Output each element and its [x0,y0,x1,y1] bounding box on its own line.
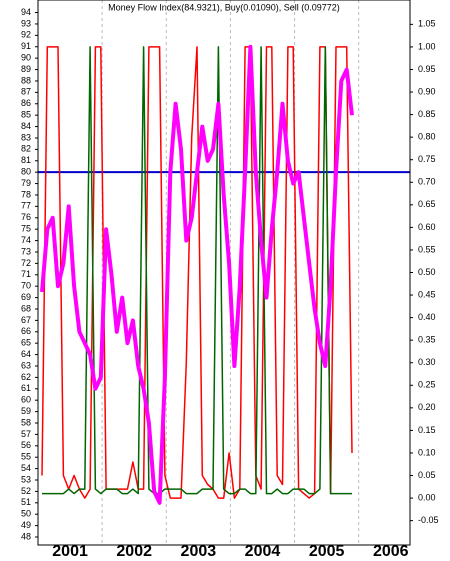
y-tick-label: 66 [21,326,31,336]
y-tick-label: 52 [21,486,31,496]
y-tick-label: 85 [21,110,31,120]
y-tick-label: 75 [21,224,31,234]
y2-tick-label: 0.70 [418,177,436,187]
y-tick-label: 53 [21,474,31,484]
y2-tick-label: 0.30 [418,357,436,367]
y-tick-label: 83 [21,132,31,142]
y-tick-label: 86 [21,98,31,108]
y-tick-label: 90 [21,53,31,63]
y-tick-label: 55 [21,452,31,462]
y-tick-label: 71 [21,269,31,279]
x-tick-label: 2005 [309,543,345,560]
y-tick-label: 51 [21,497,31,507]
y-tick-label: 59 [21,406,31,416]
y-tick-label: 64 [21,349,31,359]
y-tick-label: 76 [21,212,31,222]
y2-tick-label: 0.10 [418,447,436,457]
y2-tick-label: 0.35 [418,335,436,345]
y-tick-label: 77 [21,201,31,211]
y-tick-label: 93 [21,18,31,28]
y2-tick-label: 0.00 [418,492,436,502]
y2-tick-label: -0.05 [418,515,439,525]
y2-tick-label: 0.95 [418,64,436,74]
x-tick-label: 2002 [116,543,152,560]
y-tick-label: 82 [21,144,31,154]
y2-tick-label: 0.45 [418,289,436,299]
y-tick-label: 78 [21,189,31,199]
y-tick-label: 69 [21,292,31,302]
series-line [41,46,353,499]
y2-tick-label: 0.85 [418,109,436,119]
y-tick-label: 61 [21,383,31,393]
y-tick-label: 80 [21,167,31,177]
y-tick-label: 88 [21,75,31,85]
y2-tick-label: 0.55 [418,244,436,254]
y-tick-label: 73 [21,246,31,256]
y-tick-label: 58 [21,417,31,427]
y2-tick-label: 0.90 [418,86,436,96]
y-tick-label: 72 [21,258,31,268]
x-tick-label: 2006 [373,543,409,560]
y2-tick-label: 1.05 [418,19,436,29]
chart-title: Money Flow Index(84.9321), Buy(0.01090),… [108,2,340,12]
y-tick-label: 56 [21,440,31,450]
y-tick-label: 48 [21,531,31,541]
y2-tick-label: 1.00 [418,41,436,51]
series-line [40,44,354,505]
y2-tick-label: 0.05 [418,470,436,480]
y2-tick-label: 0.65 [418,199,436,209]
y-tick-label: 65 [21,338,31,348]
y2-tick-label: 0.60 [418,222,436,232]
y-tick-label: 60 [21,395,31,405]
y-tick-label: 94 [21,7,31,17]
y-tick-label: 50 [21,509,31,519]
y2-tick-label: 0.75 [418,154,436,164]
y-tick-label: 74 [21,235,31,245]
y-tick-label: 70 [21,281,31,291]
y-tick-label: 62 [21,372,31,382]
y2-tick-label: 0.20 [418,402,436,412]
y-tick-label: 89 [21,64,31,74]
y-tick-label: 81 [21,155,31,165]
y-tick-label: 54 [21,463,31,473]
y2-tick-label: 0.40 [418,312,436,322]
y-tick-label: 84 [21,121,31,131]
y-tick-label: 67 [21,315,31,325]
y-tick-label: 68 [21,303,31,313]
x-tick-label: 2003 [181,543,217,560]
series-line [42,46,352,495]
y2-tick-label: 0.50 [418,267,436,277]
y2-tick-label: 0.80 [418,132,436,142]
y2-tick-label: 0.15 [418,425,436,435]
y-tick-label: 87 [21,87,31,97]
y-tick-label: 57 [21,429,31,439]
y2-tick-label: 0.25 [418,380,436,390]
y-tick-label: 63 [21,360,31,370]
x-tick-label: 2004 [245,543,281,560]
y-tick-label: 91 [21,41,31,51]
y-tick-label: 92 [21,30,31,40]
plot-frame [37,0,411,546]
x-tick-label: 2001 [52,543,88,560]
y-tick-label: 49 [21,520,31,530]
y-tick-label: 79 [21,178,31,188]
